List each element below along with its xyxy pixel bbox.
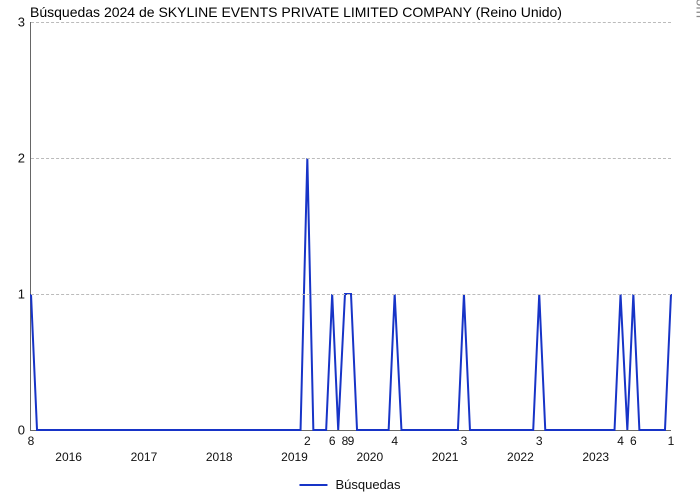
y-tick-label: 0 bbox=[18, 423, 25, 438]
x-tick-year: 2021 bbox=[432, 450, 459, 464]
y-tick-label: 1 bbox=[18, 287, 25, 302]
y-tick-label: 2 bbox=[18, 151, 25, 166]
x-point-label: 2 bbox=[304, 434, 311, 448]
x-tick-year: 2022 bbox=[507, 450, 534, 464]
gridline bbox=[31, 294, 671, 295]
x-point-label: 3 bbox=[461, 434, 468, 448]
data-line bbox=[31, 22, 671, 430]
x-tick-year: 2020 bbox=[356, 450, 383, 464]
x-point-label: 8 bbox=[28, 434, 35, 448]
x-tick-year: 2018 bbox=[206, 450, 233, 464]
x-tick-year: 2017 bbox=[131, 450, 158, 464]
x-point-label: 1 bbox=[668, 434, 675, 448]
gridline bbox=[31, 158, 671, 159]
x-point-label: 6 bbox=[630, 434, 637, 448]
watermark-text: www.datocapital.com bbox=[694, 0, 700, 18]
x-point-label: 3 bbox=[536, 434, 543, 448]
x-point-label: 4 bbox=[617, 434, 624, 448]
x-point-label: 6 bbox=[329, 434, 336, 448]
chart-title: Búsquedas 2024 de SKYLINE EVENTS PRIVATE… bbox=[30, 4, 562, 20]
x-point-label: 4 bbox=[391, 434, 398, 448]
chart-container: Búsquedas 2024 de SKYLINE EVENTS PRIVATE… bbox=[0, 0, 700, 500]
legend-swatch bbox=[299, 484, 327, 486]
gridline bbox=[31, 22, 671, 23]
x-tick-year: 2023 bbox=[582, 450, 609, 464]
x-tick-year: 2016 bbox=[55, 450, 82, 464]
plot-area: 0123201620172018201920202021202220238268… bbox=[30, 22, 671, 431]
legend: Búsquedas bbox=[299, 477, 400, 492]
x-point-label: 9 bbox=[348, 434, 355, 448]
legend-label: Búsquedas bbox=[335, 477, 400, 492]
y-tick-label: 3 bbox=[18, 15, 25, 30]
x-tick-year: 2019 bbox=[281, 450, 308, 464]
